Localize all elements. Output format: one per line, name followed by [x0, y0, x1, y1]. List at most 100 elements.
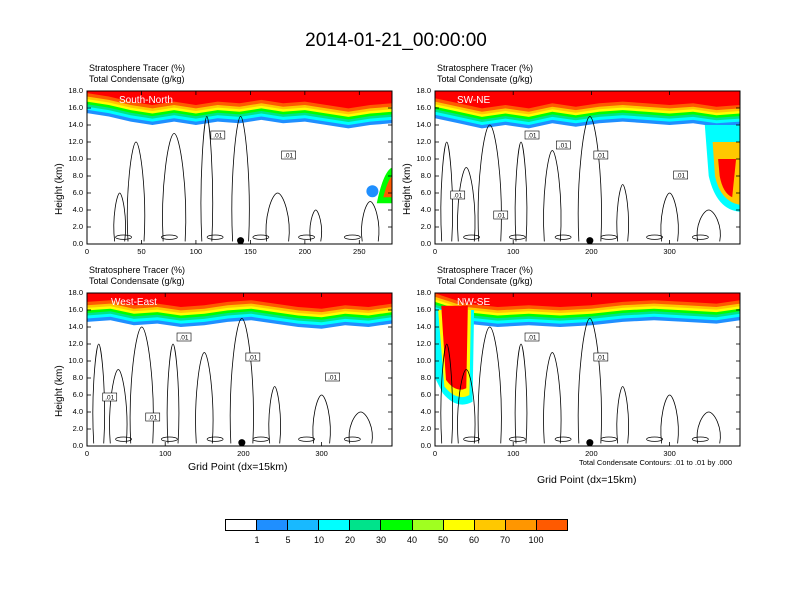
- condensate-contour: [195, 352, 214, 444]
- contour-label-text: .01: [248, 355, 257, 362]
- contour-label-box: [493, 210, 509, 220]
- y-tick-label: 0.0: [72, 239, 83, 248]
- y-tick-label: 10.0: [68, 356, 83, 365]
- contour-label-text: .01: [180, 335, 189, 342]
- condensate-contour: [115, 436, 132, 442]
- x-tick-label: 50: [137, 247, 146, 256]
- condensate-contour: [463, 436, 480, 442]
- contour-label-text: .01: [284, 153, 293, 160]
- y-tick-label: 12.0: [68, 339, 83, 348]
- contour-label-text: .01: [105, 395, 114, 402]
- y-tick-label: 6.0: [72, 390, 83, 399]
- tracer-intrusion-core: [383, 176, 392, 198]
- y-tick-label: 16.0: [68, 305, 83, 314]
- contour-label-box: [145, 412, 161, 422]
- y-tick-label: 12.0: [68, 137, 83, 146]
- colorbar-swatch: [412, 520, 444, 530]
- x-tick-label: 0: [432, 247, 438, 256]
- y-tick-label: 12.0: [416, 137, 431, 146]
- condensate-contour: [162, 133, 187, 242]
- colorbar-swatch: [226, 520, 258, 530]
- y-tick-label: 4.0: [420, 407, 431, 416]
- colorbar-swatch: [350, 520, 382, 530]
- condensate-contour: [692, 436, 709, 442]
- colorbar-swatch: [474, 520, 506, 530]
- condensate-contour: [309, 209, 322, 242]
- condensate-contour: [696, 209, 721, 242]
- contour-label-text: .01: [676, 173, 685, 180]
- panel-header: Stratosphere Tracer (%) Total Condensate…: [89, 63, 185, 85]
- colorbar-label: 30: [375, 535, 386, 545]
- contour-label-box: [593, 150, 609, 160]
- colorbar-swatch: [443, 520, 475, 530]
- condensate-contour: [692, 234, 709, 240]
- contour-label-text: .01: [528, 335, 537, 342]
- y-tick-label: 0.0: [420, 441, 431, 450]
- contour-label: .01: [493, 210, 509, 220]
- condensate-contour: [268, 386, 281, 444]
- y-tick-label: 2.0: [420, 222, 431, 231]
- condensate-contour: [600, 436, 618, 442]
- y-tick-label: 2.0: [72, 222, 83, 231]
- tracer-intrusion-core: [718, 159, 737, 198]
- condensate-contour: [206, 234, 224, 240]
- y-tick-label: 2.0: [72, 424, 83, 433]
- contour-footnote: Total Condensate Contours: .01 to .01 by…: [579, 458, 733, 467]
- condensate-contour: [160, 234, 178, 240]
- y-tick-label: 4.0: [72, 407, 83, 416]
- contour-label: .01: [176, 332, 192, 342]
- condensate-contour: [616, 386, 629, 444]
- plot-frame: [434, 90, 741, 245]
- x-tick-label: 200: [585, 449, 598, 458]
- y-axis-label: Height (km): [402, 163, 413, 215]
- contour-label-box: [673, 170, 688, 180]
- colorbar-swatch: [288, 520, 320, 530]
- tracer-intrusion-core: [441, 305, 468, 390]
- condensate-contour: [514, 141, 528, 242]
- condensate-contour: [113, 192, 126, 242]
- x-tick-label: 100: [158, 449, 172, 458]
- contour-label-box: [176, 332, 192, 342]
- condensate-contour: [477, 326, 502, 444]
- contour-label-text: .01: [328, 375, 337, 382]
- condensate-contour: [508, 436, 526, 442]
- condensate-contour: [457, 167, 476, 242]
- y-tick-label: 10.0: [68, 154, 83, 163]
- header-line1: Stratosphere Tracer (%): [437, 63, 534, 73]
- x-tick-label: 100: [506, 247, 520, 256]
- tracer-band-7: [87, 293, 392, 309]
- tracer-band-7: [435, 293, 740, 307]
- contour-label-text: .01: [213, 133, 222, 140]
- contour-label-text: .01: [148, 415, 157, 422]
- y-tick-label: 14.0: [416, 120, 431, 129]
- condensate-contour: [298, 436, 315, 442]
- plot-frame: [86, 90, 393, 245]
- contour-label-text: .01: [453, 193, 462, 200]
- contour-label-box: [593, 352, 609, 362]
- y-tick-label: 18.0: [68, 288, 83, 297]
- heatmap-plot: .01 .01 .01 .01 .01: [86, 292, 393, 447]
- condensate-contour: [348, 411, 373, 444]
- colorbar-label: 70: [499, 535, 510, 545]
- x-tick-label: 200: [237, 449, 250, 458]
- colorbar-label: 40: [406, 535, 417, 545]
- condensate-contour: [543, 150, 562, 242]
- condensate-contour: [577, 318, 602, 444]
- y-tick-label: 2.0: [420, 424, 431, 433]
- y-tick-label: 16.0: [416, 103, 431, 112]
- colorbar-label: 5: [285, 535, 291, 545]
- y-tick-label: 8.0: [420, 373, 431, 382]
- y-tick-label: 14.0: [68, 120, 83, 129]
- heatmap-plot: .01 .01: [434, 292, 741, 447]
- x-tick-label: 100: [506, 449, 520, 458]
- contour-label-text: .01: [496, 213, 505, 220]
- condensate-contour: [344, 436, 361, 442]
- x-axis-label: Grid Point (dx=15km): [537, 474, 637, 486]
- contour-label: .01: [210, 130, 226, 140]
- x-tick-label: 100: [189, 247, 203, 256]
- contour-label-text: .01: [596, 355, 605, 362]
- x-tick-label: 200: [585, 247, 598, 256]
- colorbar-swatch: [505, 520, 537, 530]
- colorbar-swatch: [257, 520, 289, 530]
- condensate-contour: [463, 234, 480, 240]
